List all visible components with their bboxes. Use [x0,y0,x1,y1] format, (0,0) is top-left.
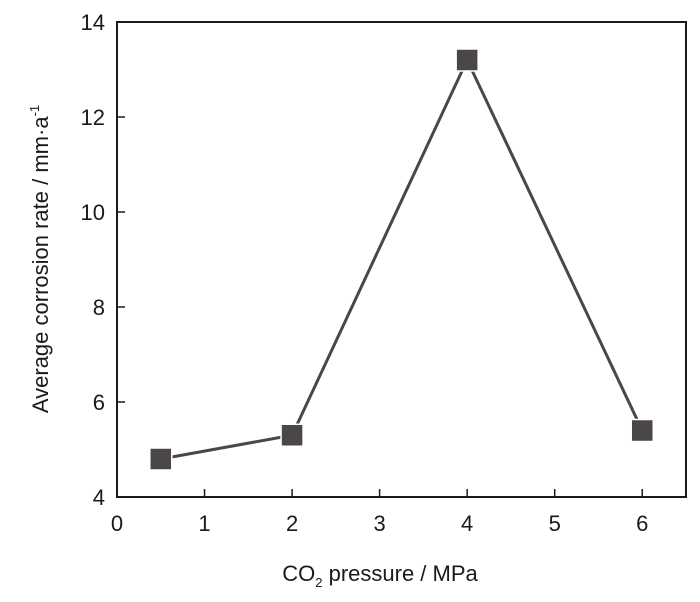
x-tick-label: 4 [461,511,473,536]
x-tick-label: 0 [111,511,123,536]
y-tick-label: 8 [93,295,105,320]
y-axis-title-main: Average corrosion rate / mm·a [28,116,53,413]
x-tick-label: 6 [636,511,648,536]
x-tick-label: 3 [373,511,385,536]
x-axis-title-rest: pressure / MPa [322,561,478,586]
y-axis-title: Average corrosion rate / mm·a-1 [27,105,53,413]
x-axis-ticks: 0 1 2 3 4 5 6 [111,489,648,536]
y-tick-label: 12 [81,105,105,130]
x-axis-title: CO2 pressure / MPa [282,561,478,590]
series-layer [149,48,654,471]
x-axis-title-subscript: 2 [315,575,322,590]
y-tick-label: 10 [81,200,105,225]
data-point-marker [630,418,654,443]
y-axis-title-superscript: -1 [27,105,42,117]
x-tick-label: 1 [198,511,210,536]
y-tick-label: 6 [93,390,105,415]
data-point-marker [455,48,479,72]
x-axis-title-main: CO [282,561,315,586]
x-tick-label: 5 [549,511,561,536]
plot-frame [116,21,687,498]
y-tick-label: 4 [93,485,105,510]
x-tick-label: 2 [286,511,298,536]
series-line [160,56,644,461]
data-point-marker [280,423,304,447]
y-axis-ticks: 4 6 8 10 12 14 [81,10,125,510]
data-point-marker [149,447,173,471]
y-tick-label: 14 [81,10,105,35]
